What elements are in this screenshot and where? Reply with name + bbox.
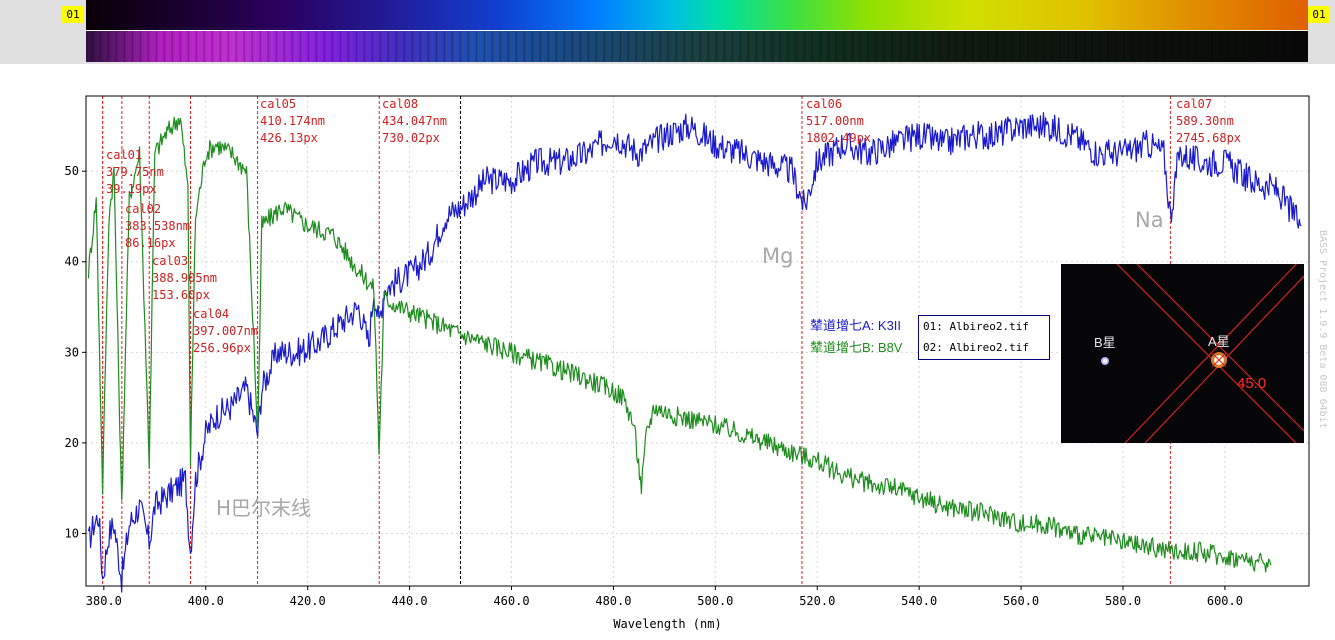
legend-file-box: 01: Albireo2.tif 02: Albireo2.tif: [918, 315, 1050, 360]
calibration-label: 397.007nm: [193, 324, 258, 338]
calibration-label: 1802.49px: [806, 131, 871, 145]
line-annotation: Mg: [762, 244, 793, 268]
calibration-label: 379.75nm: [106, 165, 164, 179]
line-annotation: Na: [1135, 208, 1164, 232]
x-tick-label: 520.0: [799, 594, 835, 608]
legend-entry-a: 辇道增七A: K3II: [810, 318, 902, 333]
star-image-inset: B星 A星 45.0: [1061, 264, 1304, 443]
spectrum-strip-panel: 01 01: [0, 0, 1335, 64]
series-line: [87, 112, 1302, 593]
x-tick-label: 540.0: [901, 594, 937, 608]
star-b-label: B星: [1094, 335, 1116, 350]
calibration-label: cal01: [106, 148, 142, 162]
calibration-label: cal08: [382, 97, 418, 111]
star-a-label: A星: [1208, 334, 1230, 349]
series-line: [87, 116, 1272, 573]
y-tick-label: 30: [65, 345, 79, 359]
calibration-label: cal05: [260, 97, 296, 111]
calibration-label: 434.047nm: [382, 114, 447, 128]
x-axis-label: Wavelength (nm): [613, 617, 721, 631]
position-angle-label: 45.0: [1237, 375, 1267, 392]
inset-overlay: [1101, 264, 1304, 443]
x-tick-label: 420.0: [290, 594, 326, 608]
calibration-label: 153.60px: [152, 288, 210, 302]
calibration-label: cal03: [152, 254, 188, 268]
x-tick-label: 460.0: [493, 594, 529, 608]
x-tick-label: 380.0: [86, 594, 122, 608]
calibration-label: cal07: [1176, 97, 1212, 111]
x-tick-label: 560.0: [1003, 594, 1039, 608]
y-tick-label: 20: [65, 436, 79, 450]
calibration-label: 86.16px: [125, 236, 176, 250]
calibration-label: cal04: [193, 307, 229, 321]
calibration-label: 730.02px: [382, 131, 440, 145]
calibration-label: cal06: [806, 97, 842, 111]
calibration-label: 517.00nm: [806, 114, 864, 128]
x-tick-label: 440.0: [392, 594, 428, 608]
plot-frame: [85, 95, 1310, 587]
legend-file-a: 01: Albireo2.tif: [923, 320, 1029, 333]
calibration-label: 388.905nm: [152, 271, 217, 285]
x-tick-label: 580.0: [1105, 594, 1141, 608]
calibration-label: 2745.68px: [1176, 131, 1241, 145]
x-tick-label: 400.0: [188, 594, 224, 608]
legend-file-b: 02: Albireo2.tif: [923, 341, 1029, 354]
calibration-label: 410.174nm: [260, 114, 325, 128]
x-tick-label: 500.0: [697, 594, 733, 608]
legend: 辇道增七A: K3II 辇道增七B: B8V: [810, 315, 902, 359]
calibration-label: 256.96px: [193, 341, 251, 355]
line-annotation: H巴尔末线: [216, 496, 311, 520]
y-tick-label: 40: [65, 255, 79, 269]
x-tick-label: 600.0: [1207, 594, 1243, 608]
strip-marker-left: 01: [62, 6, 84, 23]
calibration-label: 426.13px: [260, 131, 318, 145]
software-watermark: BASS Project 1.9.9 Beta 08B 64bit: [1317, 230, 1328, 429]
y-tick-label: 50: [65, 164, 79, 178]
calibration-label: cal02: [125, 202, 161, 216]
strip-divider: [86, 30, 1308, 31]
calibration-label: 589.30nm: [1176, 114, 1234, 128]
strip-marker-right: 01: [1308, 6, 1330, 23]
star-spectrum-strip: [86, 31, 1308, 62]
y-tick-label: 10: [65, 526, 79, 540]
color-spectrum-strip: [86, 0, 1308, 30]
calibration-label: 383.538nm: [125, 219, 190, 233]
spectrum-chart: cal01 379.75nm 39.19px cal02 383.538nm 86.16p…: [65, 95, 1310, 631]
calibration-label: 39.19px: [106, 182, 157, 196]
x-tick-label: 480.0: [595, 594, 631, 608]
legend-entry-b: 辇道增七B: B8V: [810, 340, 903, 355]
